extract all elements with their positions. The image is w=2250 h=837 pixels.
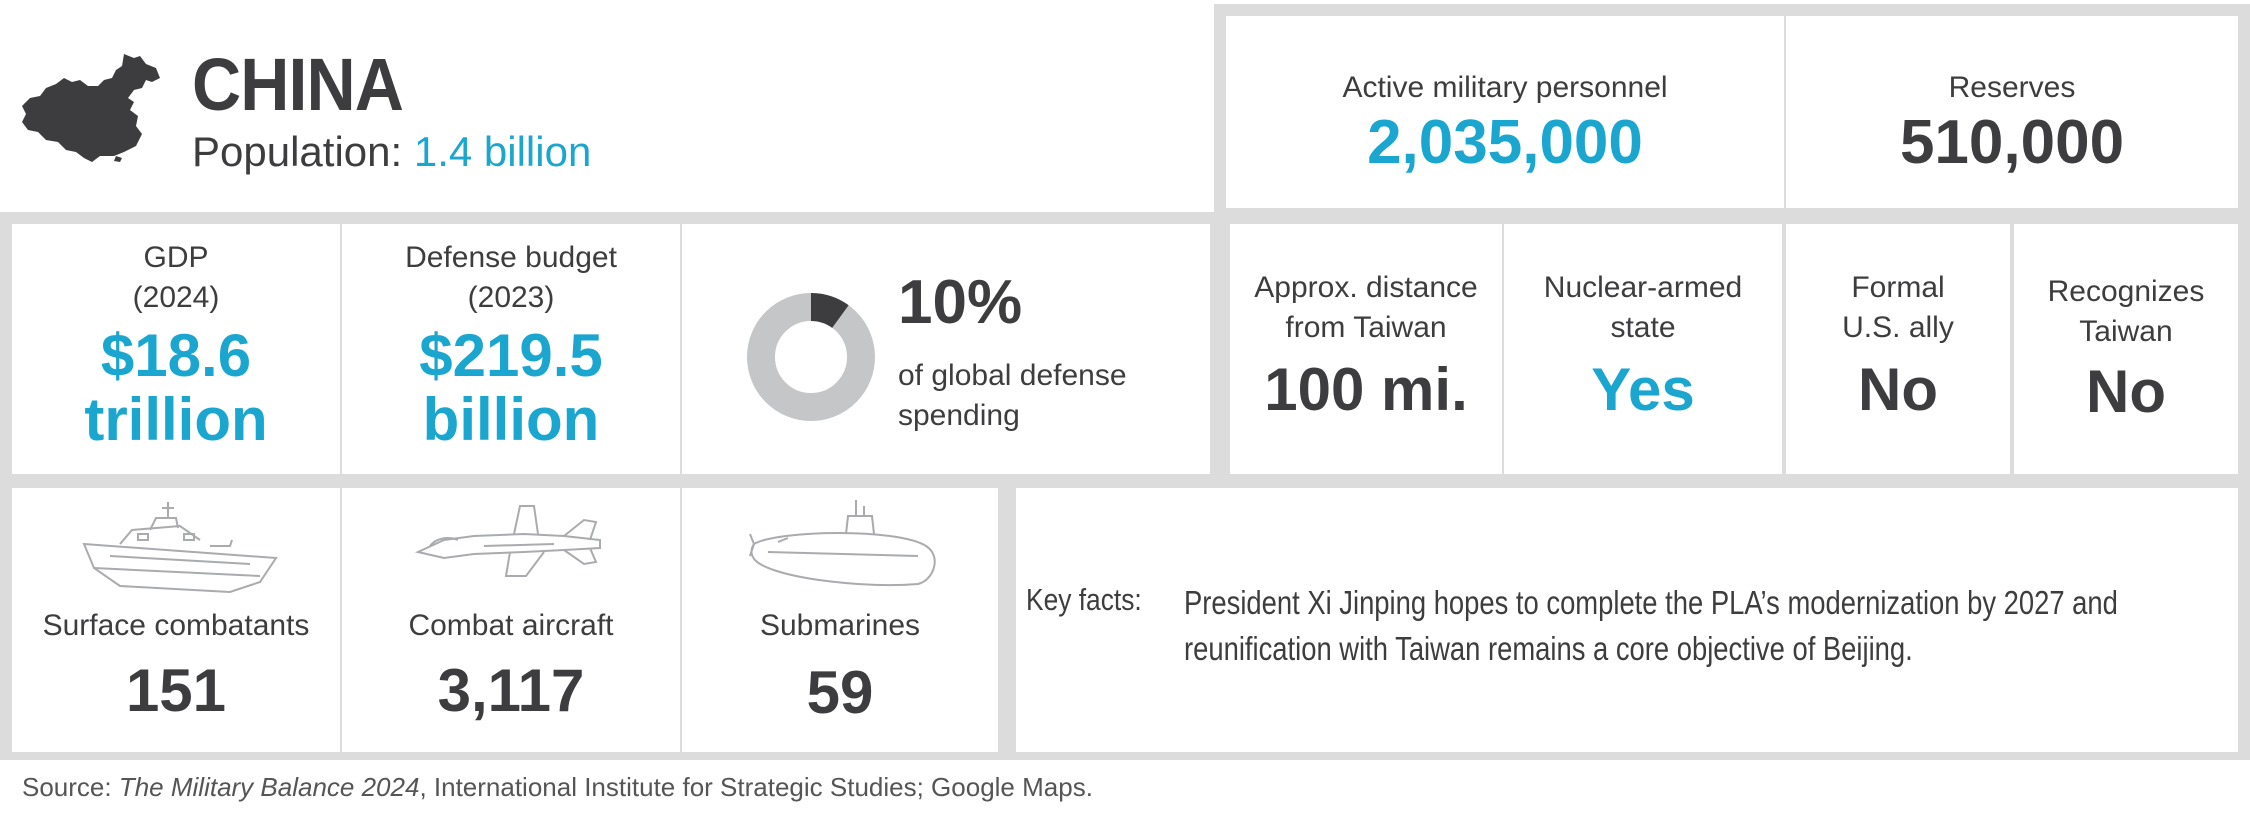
source-line: Source: The Military Balance 2024, Inter… [22, 772, 1093, 803]
nuclear-value: Yes [1591, 356, 1695, 423]
active-personnel-label: Active military personnel [1342, 71, 1668, 104]
combat-aircraft-cell: Combat aircraft 3,117 [342, 488, 680, 752]
us-ally-label-1: Formal [1851, 271, 1945, 304]
recognizes-value: No [2086, 358, 2166, 425]
defense-budget-year: (2023) [467, 281, 555, 314]
defense-budget-label: Defense budget [405, 241, 617, 274]
gdp-label: GDP [143, 241, 209, 274]
donut-share-slice [810, 293, 849, 329]
gdp-value: $18.6 [100, 322, 252, 389]
key-facts-text: President Xi Jinping hopes to complete t… [1184, 584, 2118, 667]
active-personnel-value: 2,035,000 [1367, 108, 1643, 177]
gdp-cell: GDP (2024) $18.6 trillion [12, 224, 340, 474]
recognizes-taiwan-cell: Recognizes Taiwan No [2014, 224, 2238, 474]
global-share-text-1: of global defense [898, 359, 1127, 392]
defense-budget-value: $219.5 [419, 322, 603, 389]
population: Population: 1.4 billion [192, 128, 591, 176]
nuclear-label-2: state [1610, 311, 1676, 344]
source-prefix: Source: [22, 772, 119, 802]
us-ally-value: No [1858, 356, 1938, 423]
defense-budget-unit: billion [422, 386, 600, 453]
active-personnel-cell: Active military personnel 2,035,000 [1226, 16, 1784, 208]
us-ally-cell: Formal U.S. ally No [1786, 224, 2010, 474]
key-facts-panel [1016, 488, 2238, 752]
submarine-icon [749, 500, 936, 587]
reserves-value: 510,000 [1899, 108, 2125, 177]
key-facts-label: Key facts: [1026, 582, 1142, 617]
fighter-jet-icon [414, 505, 601, 577]
recognizes-label-2: Taiwan [2079, 315, 2173, 348]
reserves-cell: Reserves 510,000 [1786, 16, 2238, 208]
us-ally-label-2: U.S. ally [1842, 311, 1954, 344]
nuclear-label-1: Nuclear-armed [1543, 271, 1743, 304]
population-label: Population: [192, 128, 403, 175]
surface-combatants-value: 151 [125, 657, 227, 724]
distance-cell: Approx. distance from Taiwan 100 mi. [1230, 224, 1502, 474]
distance-label-1: Approx. distance [1254, 271, 1478, 304]
nuclear-cell: Nuclear-armed state Yes [1504, 224, 1782, 474]
global-share-donut [747, 293, 875, 421]
gdp-unit: trillion [84, 386, 268, 453]
combat-aircraft-value: 3,117 [437, 657, 585, 724]
submarines-label: Submarines [759, 609, 921, 642]
distance-label-2: from Taiwan [1285, 311, 1447, 344]
global-share-cell: 10% of global defense spending [682, 224, 1210, 474]
gdp-year: (2024) [132, 281, 220, 314]
source-suffix: , International Institute for Strategic … [419, 772, 1093, 802]
reserves-label: Reserves [1948, 71, 2076, 104]
source-publication: The Military Balance 2024 [118, 772, 420, 802]
defense-budget-cell: Defense budget (2023) $219.5 billion [342, 224, 680, 474]
warship-icon [82, 502, 278, 594]
submarines-cell: Submarines 59 [682, 488, 998, 752]
submarines-value: 59 [806, 659, 874, 726]
china-map-icon [22, 54, 160, 162]
global-share-text-2: spending [898, 399, 1020, 432]
donut-rest [747, 293, 875, 421]
surface-combatants-label: Surface combatants [42, 609, 310, 642]
surface-combatants-cell: Surface combatants 151 [12, 488, 340, 752]
population-value: 1.4 billion [413, 128, 592, 175]
distance-value: 100 mi. [1264, 356, 1468, 423]
country-name: CHINA [192, 43, 404, 126]
combat-aircraft-label: Combat aircraft [408, 609, 614, 642]
recognizes-label-1: Recognizes [2047, 275, 2205, 308]
global-share-value: 10% [898, 268, 1023, 337]
